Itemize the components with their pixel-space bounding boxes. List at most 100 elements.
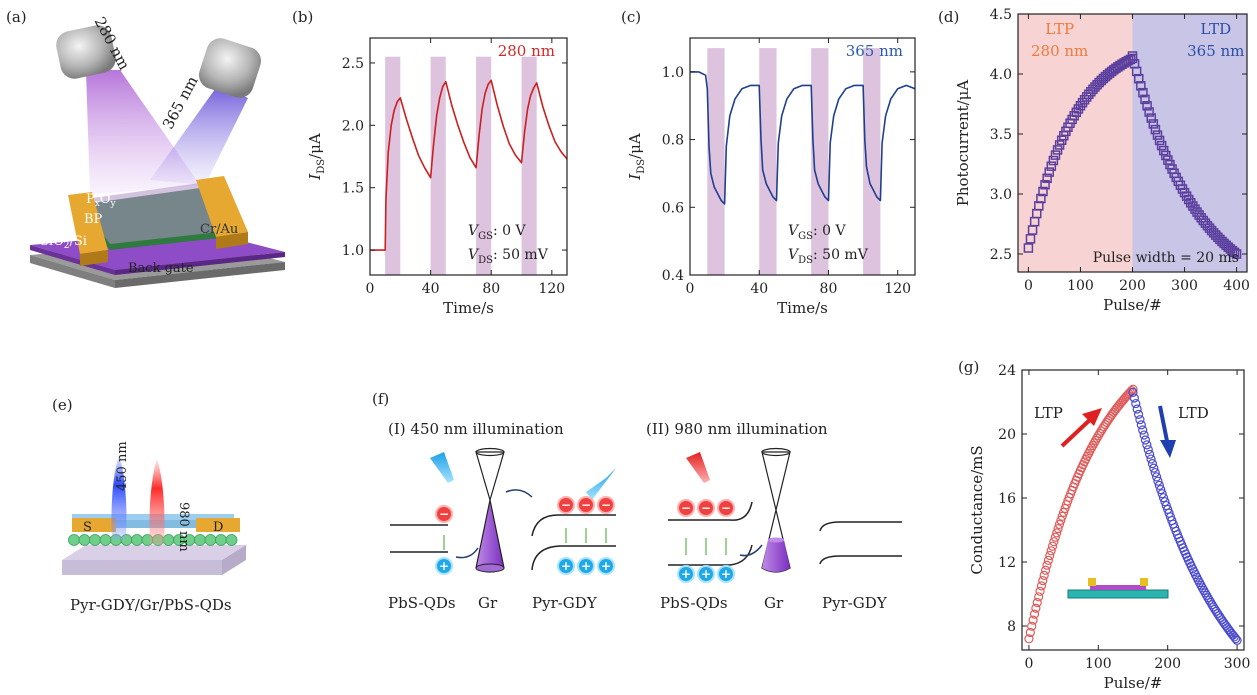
chart-b: (b) 0 40 80 1201.01.52.02.5Time/sIDS/μA280 … [292, 8, 568, 317]
panel-e-caption: Pyr-GDY/Gr/PbS-QDs [70, 596, 232, 614]
chart-d: (d) LTP 280 nm LTD 365 nm 0 100 200 300 400 2.5 3.… [938, 7, 1250, 314]
ltd-arrow-icon [1158, 405, 1170, 447]
data-point-ltd [1232, 635, 1242, 646]
data-point-ltd [1207, 600, 1217, 610]
light-pulse-bar [811, 48, 829, 276]
inset-channel [1090, 585, 1146, 590]
data-point-ltp [1049, 537, 1059, 547]
data-point-ltp [1045, 550, 1055, 561]
plot-frame [369, 37, 568, 276]
x-tick-label: 40 [750, 281, 768, 297]
data-point-ltp [1035, 586, 1045, 596]
condition-sub: DS [478, 255, 493, 266]
condition-var: V [788, 247, 800, 263]
panel-f-title-2: (II) 980 nm illumination [646, 420, 828, 438]
y-axis-label-unit: /μA [626, 133, 644, 159]
data-point-ltp [1050, 150, 1061, 160]
data-point-ltd [1142, 101, 1152, 111]
data-point-ltd [1156, 140, 1167, 151]
panel-label-g: (g) [958, 358, 979, 376]
electron-icon [697, 499, 715, 517]
data-point-ltd [1144, 107, 1154, 117]
quantum-dot [89, 534, 101, 546]
y-tick-label: 4.0 [990, 67, 1012, 83]
light-pulse-bar [430, 56, 446, 275]
beam-980 [149, 458, 165, 545]
hole-icon [577, 557, 595, 575]
data-point-ltp [1052, 528, 1062, 538]
current-trace-line [370, 79, 568, 251]
light-pulse-bar [759, 48, 777, 276]
y-tick-label: 1.0 [662, 65, 684, 81]
data-point-ltd [1206, 597, 1216, 608]
condition-text: VDS: 50 mV [468, 247, 549, 266]
data-point-ltp [1042, 173, 1052, 184]
data-point-ltd [1148, 119, 1159, 129]
condition-value: : 0 V [813, 223, 847, 239]
inset-substrate [1067, 589, 1169, 599]
f2-label-gr: Gr [764, 594, 784, 612]
data-point-ltp [1056, 515, 1066, 525]
data-point-ltd [1160, 497, 1170, 507]
panel-f: (f) (I) 450 nm illumination (II) 980 nm … [372, 390, 902, 612]
y-tick-label: 16 [998, 491, 1016, 507]
condition-text: VGS: 0 V [468, 223, 526, 242]
x-tick-label: 120 [884, 281, 911, 297]
x-tick-label: 300 [1224, 656, 1251, 672]
band-diagram-980: − + − + − + PbS-QDs Gr Pyr-GDY [660, 447, 902, 612]
quantum-dot [78, 534, 91, 546]
condition-sub: GS [798, 231, 813, 242]
f1-label-pbs: PbS-QDs [388, 594, 456, 612]
condition-sub: GS [478, 231, 493, 242]
data-point-ltp [1046, 546, 1056, 556]
data-point-ltp [1053, 524, 1063, 534]
electron-icon [597, 496, 615, 514]
hole-sign: + [701, 567, 711, 581]
x-tick-label: 400 [1223, 278, 1250, 294]
charges-980: − + − + − + [677, 499, 735, 583]
y-axis-label: IDS/μA [306, 133, 327, 181]
panel-e: (e) 450 nm 980 nm S D Pyr-GDY/Gr/PbS-QDs [52, 396, 246, 614]
data-point-ltp [1095, 428, 1105, 438]
data-point-ltd [1158, 493, 1169, 503]
f1-label-gr: Gr [478, 594, 498, 612]
quantum-dot [99, 534, 112, 546]
data-point-ltd [1204, 595, 1214, 605]
light-pointer-450-left-icon [430, 452, 454, 483]
data-point-ltd [1200, 588, 1210, 598]
data-point-ltp [1048, 155, 1059, 166]
condition-var: V [788, 223, 800, 239]
data-point-ltd [1133, 73, 1144, 84]
electron-sign: − [701, 501, 711, 515]
panel-label-d: (d) [938, 8, 959, 26]
data-point-ltp [1090, 435, 1101, 446]
electron-icon [435, 505, 453, 523]
data-point-ltp [1023, 243, 1034, 253]
electron-icon [677, 499, 695, 517]
data-point-ltd [1231, 634, 1241, 644]
quantum-dot [225, 534, 238, 546]
data-point-ltd [1142, 440, 1152, 450]
device-stack-icon [30, 176, 285, 288]
data-point-ltd [1140, 94, 1150, 105]
chart-c: (c) 0 40 80 1200.40.60.81.0Time/sIDS/μA365 … [621, 8, 916, 317]
quantum-dot [194, 534, 206, 546]
y-axis-label: Photocurrent/μA [954, 80, 972, 207]
data-point-ltd [1133, 409, 1144, 420]
quantum-dot [204, 534, 217, 546]
hole-sign: + [681, 567, 691, 581]
chart-title: 365 nm [846, 42, 903, 60]
condition-var: V [468, 223, 480, 239]
current-trace-line [690, 71, 916, 205]
data-point-ltd [1154, 480, 1164, 491]
x-tick-label: 40 [422, 281, 440, 297]
data-point-ltp [1044, 167, 1054, 177]
x-tick-label: 300 [1171, 278, 1198, 294]
hole-icon [597, 557, 615, 575]
x-axis-label: Time/s [777, 299, 828, 317]
x-tick-label: 0 [1024, 278, 1033, 294]
quantum-dot [215, 534, 227, 546]
data-point-ltd [1231, 249, 1242, 259]
panel-label-b: (b) [292, 8, 313, 26]
